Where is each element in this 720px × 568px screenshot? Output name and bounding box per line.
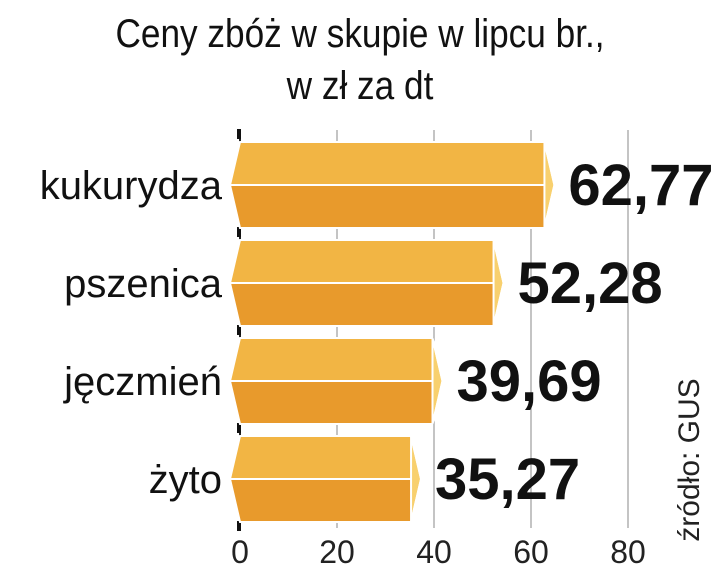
bar (228, 337, 444, 425)
bar-outline (228, 239, 505, 327)
bar-bottom-face (230, 479, 412, 522)
category-labels: kukurydza pszenica jęczmień żyto (40, 164, 223, 502)
value-label: 62,77 (568, 153, 713, 218)
bar (228, 435, 423, 523)
x-tick-label: 60 (513, 534, 549, 568)
x-tick-label: 20 (319, 534, 355, 568)
x-tick-labels: 0 20 40 60 80 (231, 534, 646, 568)
bar-bottom-face (230, 381, 433, 424)
bar-outline (228, 141, 556, 229)
bar-top-face (230, 240, 494, 283)
bar-top-face (230, 338, 433, 381)
x-tick-label: 40 (416, 534, 452, 568)
x-tick-label: 80 (610, 534, 646, 568)
bar-end-cap (431, 337, 444, 425)
category-label: kukurydza (40, 164, 223, 208)
category-label: żyto (149, 458, 222, 502)
bar-bottom-face (230, 283, 494, 326)
source-text: źródło: GUS (673, 378, 706, 542)
bar-bottom-face (230, 185, 545, 228)
bar-top-face (230, 436, 412, 479)
chart-title: Ceny zbóż w skupie w lipcu br., w zł za … (115, 12, 605, 108)
bar-outline (228, 435, 423, 523)
bar-top-face (230, 142, 545, 185)
value-label: 35,27 (435, 447, 580, 512)
bar-end-cap (492, 239, 505, 327)
bar-end-cap (543, 141, 556, 229)
bar-end-cap (410, 435, 423, 523)
value-label: 39,69 (456, 349, 601, 414)
category-label: pszenica (64, 262, 223, 306)
source-note: źródło: GUS (670, 355, 710, 565)
category-label: jęczmień (63, 360, 222, 404)
x-tick-label: 0 (231, 534, 249, 568)
bar (228, 141, 556, 229)
bar-outline (228, 337, 444, 425)
value-label: 52,28 (518, 251, 663, 316)
bar (228, 239, 505, 327)
value-labels: 62,77 52,28 39,69 35,27 (435, 153, 714, 512)
bars-group (228, 141, 556, 523)
